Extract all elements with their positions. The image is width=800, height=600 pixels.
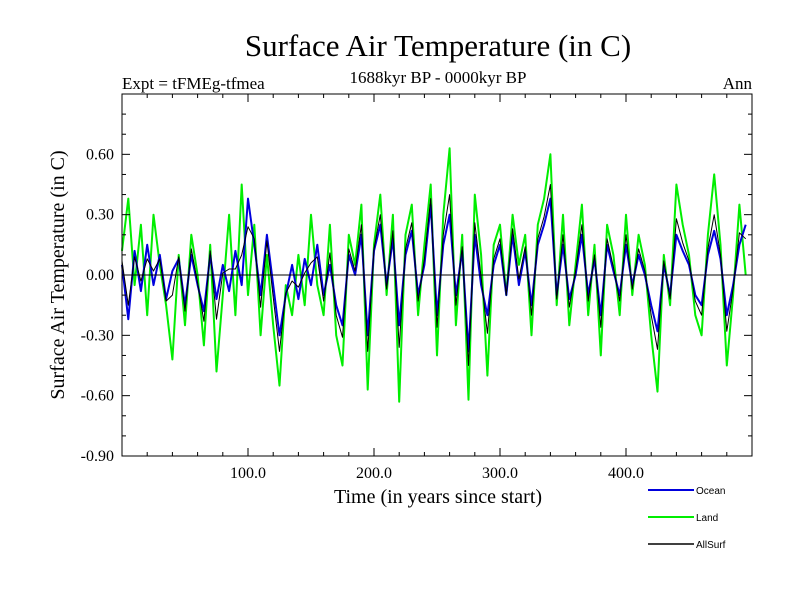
- y-tick-label: -0.60: [81, 388, 114, 405]
- y-tick-label: -0.90: [81, 448, 114, 465]
- season-label: Ann: [723, 74, 753, 93]
- x-axis-label: Time (in years since start): [334, 486, 542, 508]
- series-line-allsurf: [121, 184, 747, 366]
- legend: Ocean Land AllSurf: [648, 486, 726, 551]
- legend-item-ocean: Ocean: [648, 486, 725, 497]
- y-axis-label: Surface Air Temperature (in C): [47, 150, 69, 399]
- legend-item-land: Land: [648, 513, 718, 524]
- y-axis: 0.60 0.30 0.00 -0.30 -0.60 -0.90: [81, 93, 752, 465]
- plot-lines: [121, 147, 747, 403]
- x-tick-label: 300.0: [482, 465, 518, 482]
- y-tick-label: 0.60: [86, 146, 114, 163]
- x-tick-label: 100.0: [230, 465, 266, 482]
- x-tick-label: 200.0: [356, 465, 392, 482]
- x-axis: 100.0 200.0 300.0 400.0: [146, 94, 728, 482]
- legend-label: AllSurf: [696, 540, 726, 551]
- chart-subtitle: 1688kyr BP - 0000kyr BP: [350, 68, 527, 87]
- legend-label: Ocean: [696, 486, 725, 497]
- y-tick-label: 0.30: [86, 207, 114, 224]
- legend-item-allsurf: AllSurf: [648, 540, 726, 551]
- legend-label: Land: [696, 513, 718, 524]
- y-tick-label: -0.30: [81, 327, 114, 344]
- experiment-label: Expt = tFMEg-tfmea: [122, 74, 265, 93]
- y-tick-label: 0.00: [86, 267, 114, 284]
- x-tick-label: 400.0: [608, 465, 644, 482]
- chart-title: Surface Air Temperature (in C): [245, 28, 631, 63]
